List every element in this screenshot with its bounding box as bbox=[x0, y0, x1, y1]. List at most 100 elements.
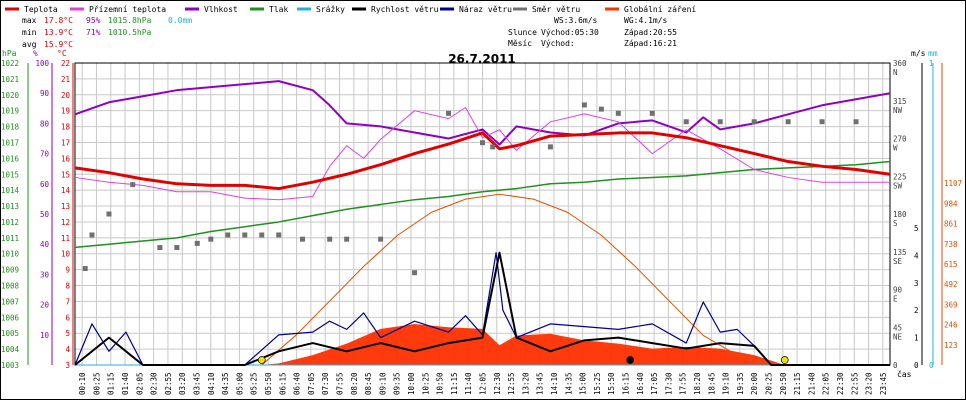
direction-point bbox=[598, 106, 604, 112]
tick-direction-letter: E bbox=[893, 295, 898, 304]
tick-hpa: 1004 bbox=[1, 345, 20, 354]
tick-direction-letter: NE bbox=[893, 332, 903, 341]
direction-point bbox=[412, 270, 418, 276]
x-ticks: 00:10 00:25 01:15 01:40 02:05 02:30 02:55 03:20… bbox=[78, 372, 888, 395]
tick-celsius: 21 bbox=[61, 75, 70, 84]
tick-celsius: 22 bbox=[61, 59, 70, 68]
direction-point bbox=[446, 110, 452, 116]
tick-direction: 225 bbox=[893, 172, 907, 181]
tick-x: 17:30 bbox=[664, 372, 673, 395]
tick-x: 21:40 bbox=[807, 372, 816, 395]
tick-x: 09:35 bbox=[393, 372, 402, 395]
tick-ms: 5 bbox=[914, 224, 919, 233]
info-wg: WG:4.1m/s bbox=[624, 16, 668, 25]
direction-point bbox=[225, 232, 231, 238]
tick-direction: 360 bbox=[893, 59, 907, 68]
legend-label: Globální záření bbox=[624, 5, 696, 14]
tick-x: 06:40 bbox=[293, 372, 302, 395]
tick-wm2: 369 bbox=[944, 300, 958, 309]
marker-z-pad-m-s-ce bbox=[626, 356, 635, 364]
tick-hpa: 1015 bbox=[1, 170, 19, 179]
direction-point bbox=[174, 245, 180, 251]
info-mesic-zapad: Západ:16:21 bbox=[624, 39, 677, 48]
stats-max-rain: 0.0mm bbox=[168, 16, 192, 25]
tick-celsius: 7 bbox=[65, 297, 70, 306]
tick-x: 19:35 bbox=[736, 372, 745, 395]
tick-x: 15:50 bbox=[607, 372, 616, 395]
direction-point bbox=[649, 110, 655, 116]
stats-min-label: min bbox=[22, 28, 37, 37]
tick-mm: 1 bbox=[929, 59, 934, 68]
series-vlhkost bbox=[74, 80, 891, 146]
series-line bbox=[74, 107, 890, 201]
tick-x: 15:25 bbox=[593, 372, 602, 395]
direction-point bbox=[157, 245, 163, 251]
info-mesic: Měsíc bbox=[508, 39, 532, 48]
tick-x: 20:50 bbox=[779, 372, 788, 395]
tick-x: 04:35 bbox=[221, 372, 230, 395]
tick-percent: 50 bbox=[40, 210, 50, 219]
tick-wm2: 984 bbox=[944, 199, 958, 208]
tick-x: 14:10 bbox=[550, 372, 559, 395]
tick-x: 19:10 bbox=[722, 372, 731, 395]
legend-label: Tlak bbox=[269, 5, 288, 14]
direction-point bbox=[717, 119, 723, 125]
direction-point bbox=[327, 236, 333, 242]
tick-x: 18:45 bbox=[707, 372, 716, 395]
legend-label: Srážky bbox=[316, 5, 345, 14]
tick-celsius: 20 bbox=[61, 91, 71, 100]
stats-min-hum: 71% bbox=[86, 28, 101, 37]
axis-mm-label: mm bbox=[928, 49, 938, 58]
tick-celsius: 8 bbox=[65, 282, 70, 291]
stats-block: max 17.8°C 95% 1015.8hPa 0.0mm min 13.9°… bbox=[22, 16, 192, 49]
tick-x: 05:00 bbox=[235, 372, 244, 395]
tick-x: 07:30 bbox=[321, 372, 330, 395]
tick-hpa: 1021 bbox=[1, 75, 19, 84]
tick-direction-letter: N bbox=[893, 68, 898, 77]
tick-hpa: 1009 bbox=[1, 266, 19, 275]
stats-avg-label: avg bbox=[22, 40, 37, 49]
tick-hpa: 1006 bbox=[1, 313, 20, 322]
tick-x: 20:00 bbox=[750, 372, 759, 395]
series-teplota bbox=[74, 131, 891, 191]
direction-point bbox=[106, 211, 112, 217]
tick-wm2: 615 bbox=[944, 260, 958, 269]
tick-percent: 60 bbox=[40, 180, 50, 189]
direction-point bbox=[683, 119, 689, 125]
tick-direction-letter: S bbox=[893, 219, 898, 228]
direction-point bbox=[378, 236, 384, 242]
tick-ms: 0 bbox=[914, 361, 919, 370]
tick-x: 05:50 bbox=[264, 372, 273, 395]
x-axis-label: čas bbox=[897, 369, 912, 379]
series-teoretick-z-en- bbox=[261, 193, 785, 366]
tick-direction: 45 bbox=[893, 323, 902, 332]
tick-x: 22:05 bbox=[822, 372, 831, 395]
tick-x: 16:15 bbox=[621, 372, 630, 395]
tick-hpa: 1016 bbox=[1, 154, 20, 163]
axis-percent-label: % bbox=[33, 49, 38, 58]
tick-percent: 10 bbox=[40, 331, 50, 340]
tick-hpa: 1019 bbox=[1, 107, 19, 116]
tick-x: 12:30 bbox=[493, 372, 502, 395]
tick-x: 17:05 bbox=[650, 372, 659, 395]
series-line bbox=[261, 193, 785, 366]
tick-direction-letter: SW bbox=[893, 181, 903, 190]
direction-point bbox=[751, 119, 757, 125]
tick-celsius: 12 bbox=[61, 218, 70, 227]
direction-point bbox=[344, 236, 350, 242]
stats-max-temp: 17.8°C bbox=[44, 16, 73, 25]
marker-z-pad-slunce bbox=[780, 356, 789, 364]
tick-x: 08:20 bbox=[350, 372, 359, 395]
left-axes: hPa% °C1003100410051006100710081009101010… bbox=[1, 49, 74, 370]
direction-point bbox=[615, 110, 621, 116]
legend-label: Rychlost větru bbox=[371, 5, 439, 14]
tick-direction-letter: SE bbox=[893, 257, 903, 266]
direction-point bbox=[547, 144, 553, 150]
tick-x: 07:55 bbox=[336, 372, 345, 395]
tick-direction: 315 bbox=[893, 97, 907, 106]
legend-label: Náraz větru bbox=[459, 5, 512, 14]
axis-celsius-label: °C bbox=[57, 49, 67, 58]
tick-hpa: 1003 bbox=[1, 361, 19, 370]
